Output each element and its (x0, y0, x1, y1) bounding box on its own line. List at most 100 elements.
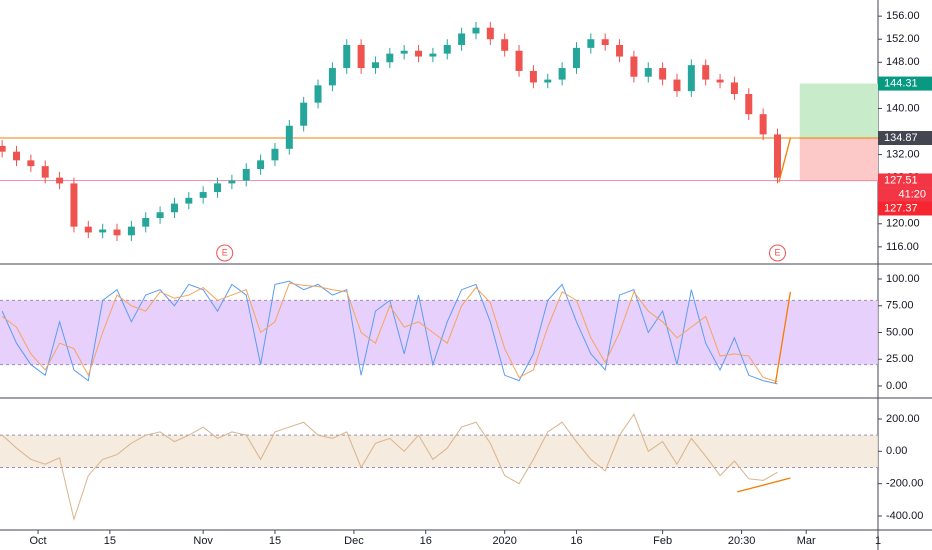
y-tick-label: 0.00 (886, 445, 907, 457)
candle-body (257, 160, 265, 169)
candle-body (371, 62, 379, 69)
x-tick-label: Dec (344, 535, 364, 547)
candle-body (630, 56, 638, 77)
candle-body (41, 166, 49, 178)
earnings-marker (768, 244, 786, 262)
candle-body (716, 79, 724, 83)
x-tick-label: Mar (797, 535, 816, 547)
earnings-marker (216, 244, 234, 262)
candle-body (400, 50, 408, 54)
x-tick-label: 2020 (492, 535, 516, 547)
candle-body (544, 79, 552, 83)
candle-body (142, 218, 150, 227)
price-label-box (878, 76, 932, 91)
candle-body (170, 203, 178, 213)
candle-body (0, 145, 6, 152)
trend-line (774, 291, 792, 384)
candle-body (429, 53, 437, 57)
y-tick-label: 120.00 (886, 218, 920, 230)
candle-body (730, 82, 738, 95)
candle-body (458, 33, 466, 45)
position-stop (799, 138, 878, 182)
candle-body (84, 226, 92, 233)
indicator-line (1, 413, 778, 522)
earnings-label: E (222, 247, 228, 257)
x-tick-label: 15 (104, 535, 116, 547)
y-tick-label: 25.00 (886, 353, 914, 365)
candle-body (558, 68, 566, 80)
candle-body (745, 94, 753, 115)
price-label-box (878, 173, 932, 188)
x-tick-label: 20:30 (728, 535, 756, 547)
candle-body (515, 50, 523, 71)
x-tick-label: 16 (570, 535, 582, 547)
candle-body (314, 85, 322, 103)
candle-body (601, 39, 609, 45)
candle-body (659, 68, 667, 80)
indicator-line (1, 282, 778, 383)
candle-body (687, 65, 695, 92)
countdown: 41:20 (898, 188, 926, 200)
countdown-box (878, 187, 932, 202)
y-tick-label: 152.00 (886, 33, 920, 45)
candle-body (773, 134, 781, 178)
x-tick-label: 16 (420, 535, 432, 547)
candle-body (529, 70, 537, 83)
price-label: 127.51 (884, 174, 918, 186)
candle-body (285, 125, 293, 149)
candle-body (328, 68, 336, 86)
x-tick-label: 1 (875, 535, 881, 547)
y-tick-label: 156.00 (886, 10, 920, 22)
candle-body (587, 39, 595, 48)
y-tick-label: 132.00 (886, 148, 920, 160)
y-tick-label: 100.00 (886, 273, 920, 285)
candle-body (214, 183, 222, 193)
candle-body (644, 68, 652, 77)
candle-body (185, 197, 193, 204)
candle-body (228, 180, 236, 184)
price-label: 134.87 (884, 132, 918, 144)
candle-body (415, 50, 423, 57)
earnings-label: E (774, 247, 780, 257)
x-tick-label: Feb (653, 535, 672, 547)
candle-body (300, 102, 308, 126)
price-label-box (878, 131, 932, 146)
candle-body (70, 183, 78, 227)
candle-body (113, 229, 121, 236)
candle-body (386, 53, 394, 63)
indicator-line (1, 280, 778, 385)
candle-body (271, 148, 279, 161)
y-tick-label: 50.00 (886, 326, 914, 338)
y-tick-label: -200.00 (886, 478, 923, 490)
candle-body (702, 65, 710, 80)
x-tick-label: 15 (269, 535, 281, 547)
candle-body (156, 212, 164, 219)
x-tick-label: Oct (29, 535, 46, 547)
indicator-band (0, 435, 878, 468)
price-label: 144.31 (884, 77, 918, 89)
candle-body (242, 168, 250, 181)
y-tick-label: 140.00 (886, 102, 920, 114)
y-tick-label: 75.00 (886, 300, 914, 312)
price-label-box (878, 201, 932, 216)
candle-body (127, 226, 135, 236)
candle-body (486, 27, 494, 40)
indicator-band (0, 300, 878, 365)
candle-body (343, 44, 351, 69)
candle-body (357, 44, 365, 69)
y-tick-label: -400.00 (886, 510, 923, 522)
x-tick-label: Nov (193, 535, 213, 547)
y-tick-label: 200.00 (886, 413, 920, 425)
trend-line (737, 477, 791, 493)
y-tick-label: 0.00 (886, 380, 907, 392)
candle-body (99, 229, 107, 233)
position-target (799, 83, 878, 139)
y-tick-label: 148.00 (886, 56, 920, 68)
candle-body (501, 39, 509, 51)
candle-body (443, 44, 451, 54)
y-tick-label: 116.00 (886, 241, 919, 253)
candle-body (56, 177, 64, 184)
candle-body (572, 47, 580, 69)
candle-body (472, 27, 480, 34)
